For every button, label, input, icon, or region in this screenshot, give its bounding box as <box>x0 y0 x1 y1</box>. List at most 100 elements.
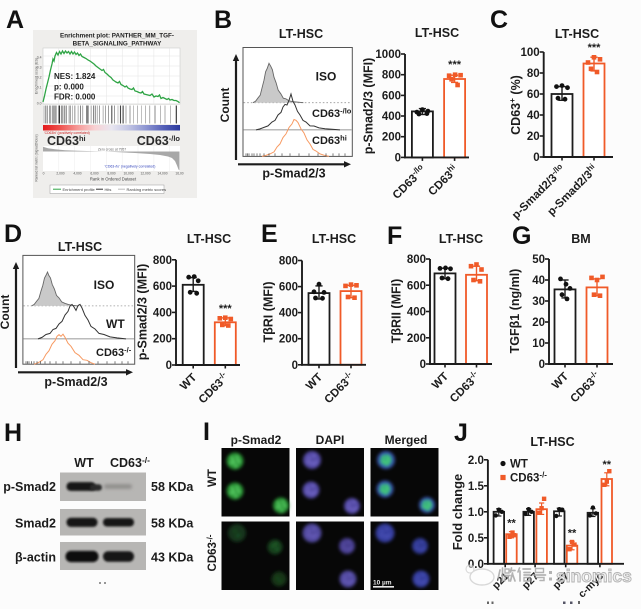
svg-text:60: 60 <box>527 89 540 101</box>
svg-text:LT-HSC: LT-HSC <box>187 232 231 246</box>
svg-text:12,000: 12,000 <box>140 172 150 176</box>
svg-text:G: G <box>512 222 531 250</box>
svg-text:0.1: 0.1 <box>37 86 42 90</box>
svg-text:400: 400 <box>382 111 401 123</box>
svg-text:CD63hi: CD63hi <box>312 134 347 148</box>
svg-text:NES: 1.824: NES: 1.824 <box>54 72 96 81</box>
svg-text:0.4: 0.4 <box>37 56 42 60</box>
svg-text:800: 800 <box>153 255 172 267</box>
svg-text:CD63-/-: CD63-/- <box>510 471 547 485</box>
svg-text:10 µm: 10 µm <box>373 580 392 587</box>
svg-text:p-Smad2/3: p-Smad2/3 <box>262 167 325 181</box>
svg-text:WT: WT <box>106 317 125 331</box>
svg-text:p-Smad2/3 (MFI): p-Smad2/3 (MFI) <box>136 264 150 361</box>
svg-text:0: 0 <box>420 359 426 371</box>
svg-text:B: B <box>214 6 232 34</box>
svg-text:14,000: 14,000 <box>157 172 167 176</box>
svg-text:TβRII (MFI): TβRII (MFI) <box>390 279 404 344</box>
svg-text:Enrichment plot: PANTHER_MM_TG: Enrichment plot: PANTHER_MM_TGF- <box>60 33 174 40</box>
svg-text:WT: WT <box>74 456 94 470</box>
svg-text:0.0: 0.0 <box>37 102 42 106</box>
svg-text:CD63+ (%): CD63+ (%) <box>508 75 523 135</box>
svg-text:600: 600 <box>153 281 172 293</box>
svg-text:D: D <box>4 220 22 248</box>
svg-text:Count: Count <box>0 295 12 330</box>
svg-text:800: 800 <box>407 254 426 266</box>
svg-text:6,000: 6,000 <box>90 172 98 176</box>
svg-text:0.5: 0.5 <box>468 533 485 545</box>
svg-text:Ranking metric scores: Ranking metric scores <box>127 187 167 192</box>
svg-text:I: I <box>203 418 210 446</box>
svg-text:80: 80 <box>527 68 540 80</box>
svg-text:C: C <box>490 6 508 34</box>
svg-text:p-Smad2: p-Smad2 <box>3 480 56 494</box>
svg-text:DAPI: DAPI <box>316 433 345 447</box>
svg-text:WT: WT <box>510 459 528 471</box>
svg-text:LT-HSC: LT-HSC <box>530 435 574 449</box>
svg-text:800: 800 <box>279 256 298 268</box>
svg-text:0: 0 <box>533 152 539 164</box>
svg-text:0: 0 <box>43 172 45 176</box>
svg-text:600: 600 <box>407 280 426 292</box>
svg-text:200: 200 <box>279 334 298 346</box>
svg-text:0.3: 0.3 <box>37 66 42 70</box>
svg-text:FDR: 0.000: FDR: 0.000 <box>54 93 96 102</box>
svg-text:200: 200 <box>382 132 401 144</box>
svg-text:LT-HSC: LT-HSC <box>415 26 459 40</box>
svg-text:2.0: 2.0 <box>468 455 484 467</box>
svg-text:0: 0 <box>166 360 172 372</box>
svg-text:**: ** <box>603 459 612 471</box>
svg-text:2,000: 2,000 <box>56 172 64 176</box>
svg-text:J: J <box>454 419 468 447</box>
svg-text:0.2: 0.2 <box>37 76 42 80</box>
svg-text:400: 400 <box>153 307 172 319</box>
svg-text:'CD63hi' (positively correlate: 'CD63hi' (positively correlated) <box>44 131 90 135</box>
svg-text:30: 30 <box>532 296 545 308</box>
svg-text:1.5: 1.5 <box>468 481 485 493</box>
svg-text:Smad2: Smad2 <box>15 517 56 531</box>
svg-text:Hits: Hits <box>105 187 112 192</box>
svg-text:CD63-/-: CD63-/- <box>206 534 220 571</box>
svg-text:E: E <box>261 220 278 248</box>
svg-text:58 KDa: 58 KDa <box>151 480 194 494</box>
svg-text:Zero cross at 7957: Zero cross at 7957 <box>98 147 126 151</box>
svg-text:'CD63-/lo' (negatively correla: 'CD63-/lo' (negatively correlated) <box>105 164 156 168</box>
svg-text:600: 600 <box>279 282 298 294</box>
svg-text:1.0: 1.0 <box>468 507 484 519</box>
svg-text:***: *** <box>588 42 602 54</box>
svg-text:40: 40 <box>527 110 540 122</box>
svg-text:TGFβ1 (ng/ml): TGFβ1 (ng/ml) <box>508 269 522 354</box>
svg-text:H: H <box>4 419 22 447</box>
svg-text:p: 0.000: p: 0.000 <box>54 83 84 92</box>
svg-text:sinomics: sinomics <box>556 566 632 586</box>
svg-text:58 KDa: 58 KDa <box>151 517 194 531</box>
svg-text:WT: WT <box>207 469 219 487</box>
svg-text:LT-HSC: LT-HSC <box>279 27 323 41</box>
svg-text:4,000: 4,000 <box>73 172 81 176</box>
svg-text:ISO: ISO <box>316 70 337 84</box>
svg-text:Ranked list metric (Signal2Noi: Ranked list metric (Signal2Noise) <box>35 134 39 181</box>
svg-text:ISO: ISO <box>94 278 115 292</box>
svg-text:10,000: 10,000 <box>123 172 133 176</box>
svg-text:43 KDa: 43 KDa <box>151 551 194 565</box>
svg-text:BM: BM <box>571 232 590 246</box>
svg-text:LT-HSC: LT-HSC <box>555 27 599 41</box>
svg-text:LT-HSC: LT-HSC <box>58 240 102 254</box>
svg-text:Enrichment profile: Enrichment profile <box>63 187 96 192</box>
svg-text:**: ** <box>507 518 516 530</box>
svg-text:p-Smad2/3 (MFI): p-Smad2/3 (MFI) <box>362 58 376 155</box>
svg-text:0.0: 0.0 <box>468 559 484 571</box>
svg-text:800: 800 <box>382 70 401 82</box>
svg-text:p-Smad2/3: p-Smad2/3 <box>44 375 107 389</box>
svg-text:200: 200 <box>153 334 172 346</box>
svg-text:**: ** <box>568 527 577 539</box>
svg-text:16,00: 16,00 <box>175 172 183 176</box>
svg-text:LT-HSC: LT-HSC <box>439 232 483 246</box>
svg-text:CD63hi: CD63hi <box>47 134 86 148</box>
svg-text:CD63-/-: CD63-/- <box>96 346 132 360</box>
svg-text:Enrichment score (ES): Enrichment score (ES) <box>35 58 39 94</box>
svg-text:0: 0 <box>395 152 401 164</box>
svg-text:β-actin: β-actin <box>15 551 56 565</box>
svg-text:Rank in Ordered Dataset: Rank in Ordered Dataset <box>90 177 137 182</box>
svg-text:20: 20 <box>527 131 540 143</box>
